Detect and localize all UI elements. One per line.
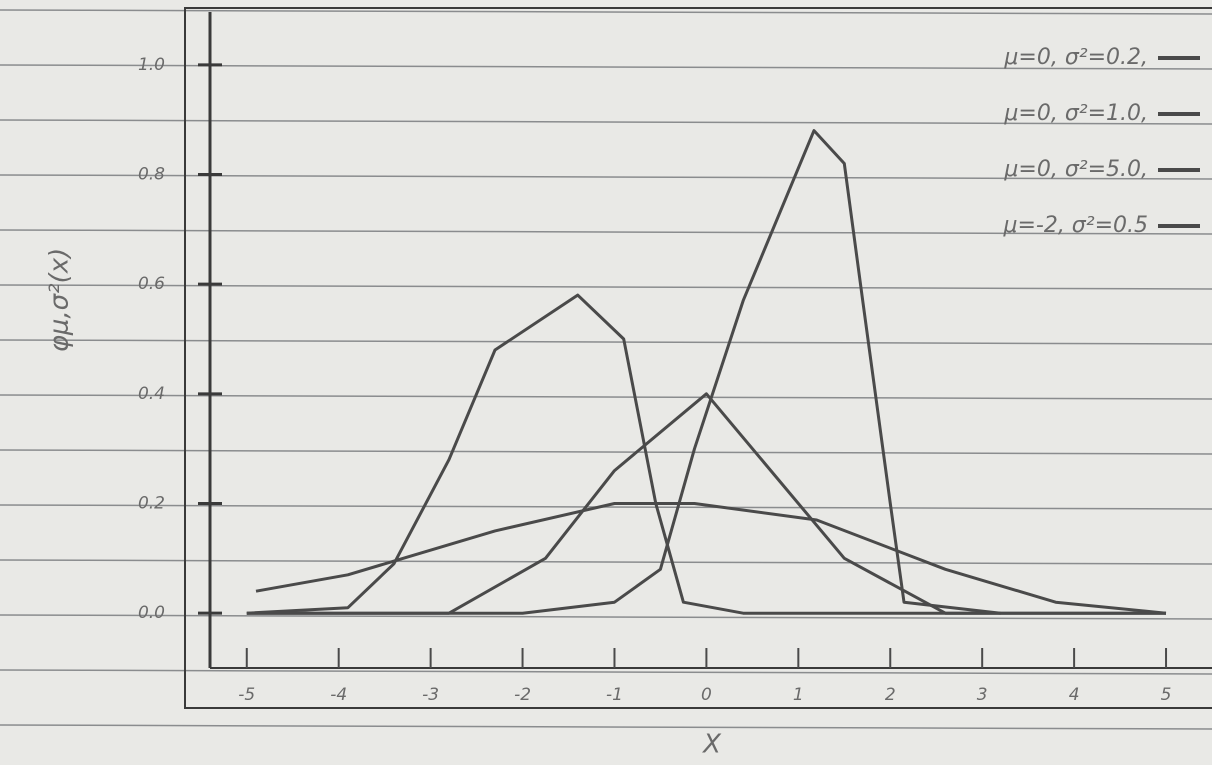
x-tick-label: 4 <box>1069 685 1080 705</box>
paper-line <box>0 395 1212 399</box>
paper-line <box>0 615 1212 619</box>
series-line <box>247 394 1166 613</box>
series-line <box>247 131 1166 614</box>
x-tick-label: 0 <box>701 685 712 705</box>
y-tick-label: 1.0 <box>138 55 165 75</box>
y-axis-label: φμ,σ²(x) <box>45 248 75 353</box>
paper-line <box>0 450 1212 454</box>
paper-line <box>0 725 1212 729</box>
x-tick-label: -4 <box>330 685 347 705</box>
legend-label: μ=-2, σ²=0.5 <box>1002 213 1148 238</box>
y-tick-label: 0.0 <box>138 603 165 623</box>
x-tick-label: 5 <box>1161 685 1172 705</box>
y-tick-label: 0.8 <box>138 165 165 185</box>
x-tick-label: -2 <box>514 685 531 705</box>
y-tick-label: 0.6 <box>138 274 165 294</box>
legend-label: μ=0, σ²=0.2, <box>1003 45 1148 70</box>
paper-line <box>0 340 1212 344</box>
x-tick-label: 1 <box>793 685 804 705</box>
x-tick-label: -1 <box>606 685 623 705</box>
y-tick-label: 0.4 <box>138 384 165 404</box>
x-tick-label: 3 <box>977 685 988 705</box>
x-tick-label: -5 <box>238 685 255 705</box>
x-tick-label: -3 <box>422 685 439 705</box>
x-axis-label: X <box>701 730 722 760</box>
chart: φμ,σ²(x) X 0.0 0.2 0.4 0.6 0.8 1.0 -5 -4 -3 -2 -1 0… <box>0 0 1212 765</box>
paper-line <box>0 670 1212 674</box>
paper-line <box>0 10 1212 14</box>
series-line <box>256 504 1166 614</box>
legend-label: μ=0, σ²=5.0, <box>1003 157 1148 182</box>
x-tick-label: 2 <box>885 685 896 705</box>
y-tick-label: 0.2 <box>138 494 165 514</box>
legend-label: μ=0, σ²=1.0, <box>1003 101 1148 126</box>
paper-line <box>0 560 1212 564</box>
paper-line <box>0 285 1212 289</box>
